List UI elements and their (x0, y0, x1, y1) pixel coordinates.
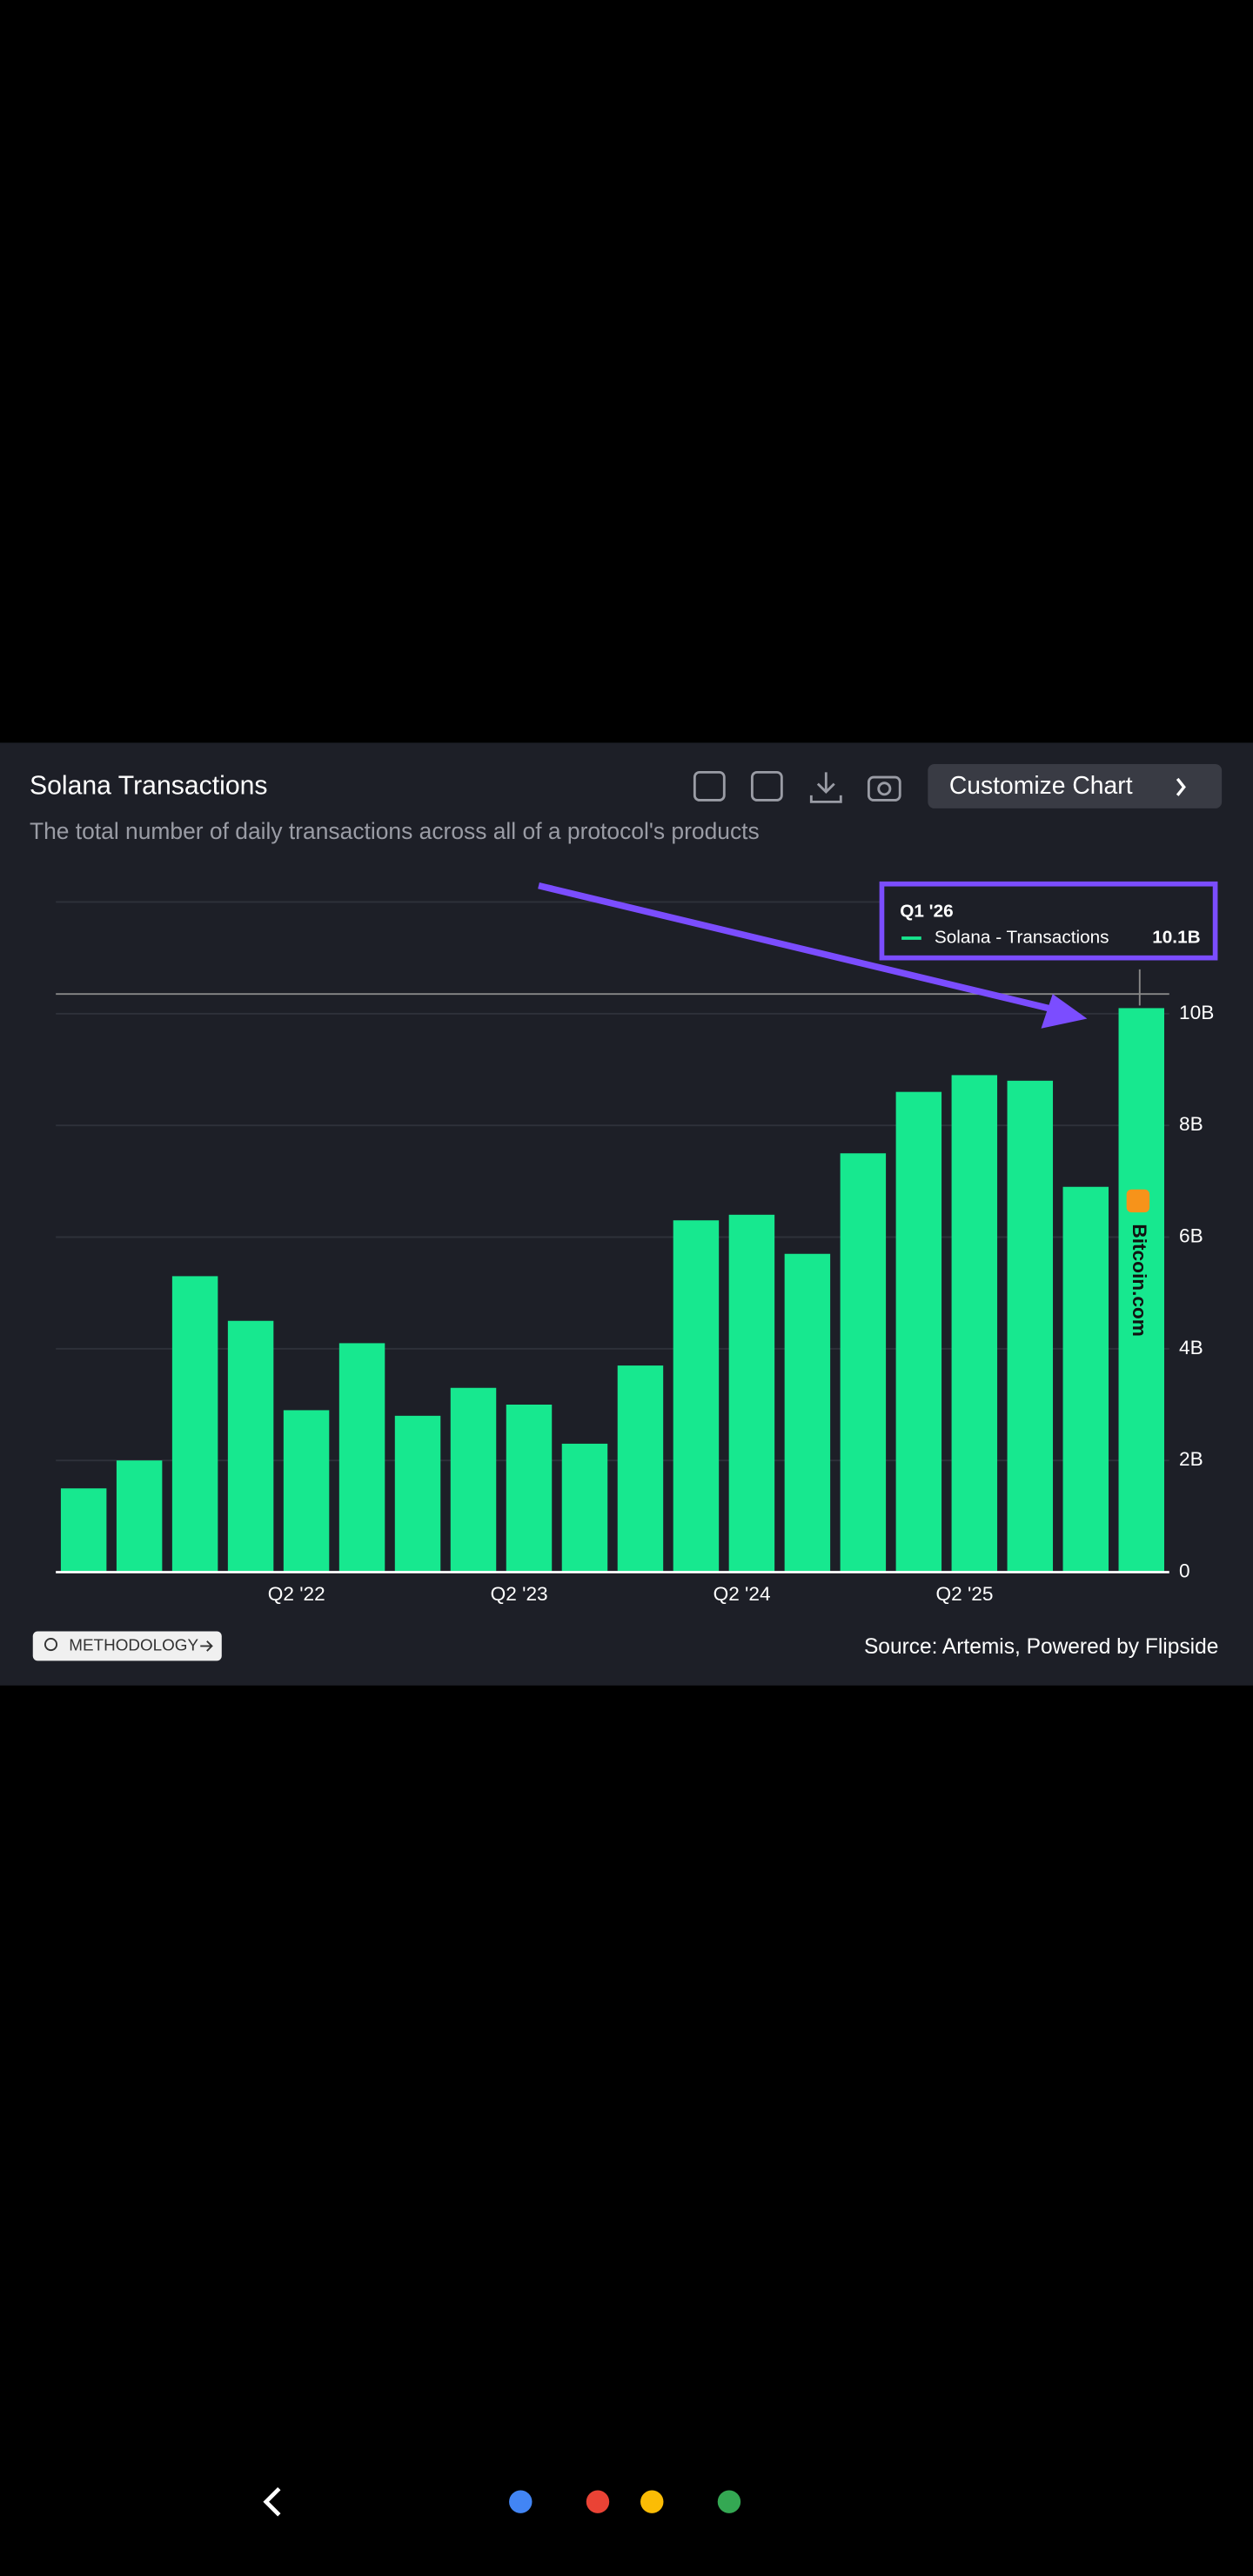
y-tick-label: 10B (1179, 1002, 1214, 1023)
toolbar (693, 770, 901, 803)
nav-dot (509, 2490, 533, 2513)
back-button[interactable] (263, 2486, 281, 2517)
y-tick-label: 6B (1179, 1224, 1203, 1246)
customize-button[interactable] (928, 763, 1223, 808)
bar (1062, 1186, 1109, 1573)
tooltip-series: Solana - Transactions (935, 927, 1109, 947)
chart-title: Solana Transactions (30, 771, 268, 800)
bar (1118, 1008, 1164, 1573)
sum-icon[interactable] (750, 770, 783, 802)
x-tick-label: Q2 '25 (936, 1583, 994, 1605)
camera-icon[interactable] (867, 775, 901, 802)
watermark: Bitcoin.com (1129, 1224, 1150, 1336)
bar (60, 1488, 107, 1573)
arrow-head (1041, 994, 1088, 1029)
bar (617, 1365, 664, 1573)
nav-dot (586, 2490, 610, 2513)
bar (1007, 1080, 1054, 1573)
button-label[interactable]: Customize Chart (949, 771, 1133, 799)
bar (283, 1410, 330, 1573)
bar (840, 1153, 887, 1573)
chevron (1176, 777, 1186, 796)
y-tick-label: 8B (1179, 1113, 1203, 1135)
bar (673, 1220, 720, 1573)
bar (338, 1343, 385, 1573)
watermark-logo (1126, 1189, 1150, 1213)
bar (227, 1320, 274, 1573)
x-tick-label: Q2 '24 (714, 1583, 771, 1605)
tooltip-title: Q1 '26 (900, 901, 953, 921)
methodology-label[interactable]: METHODOLOGY (69, 1635, 198, 1654)
bar (116, 1460, 163, 1573)
nav-dot (640, 2490, 664, 2513)
plot: 0 2B 4B 6B 8B 10B Q2 '22 Q2 '23 Q2 '24 Q2 '25 (56, 901, 1214, 1605)
bar (394, 1415, 441, 1573)
bar (561, 1443, 608, 1573)
bar (728, 1214, 775, 1573)
methodology-button[interactable] (32, 1631, 222, 1661)
bar (171, 1276, 218, 1573)
bar (450, 1387, 497, 1573)
y-tick-label: 0 (1179, 1560, 1190, 1581)
bulb-icon (44, 1637, 58, 1652)
x-tick-label: Q2 '23 (491, 1583, 548, 1605)
tooltip-value: 10.1B (1152, 927, 1200, 947)
source: Source: Artemis, Powered by Flipside (864, 1635, 1218, 1659)
bar (784, 1253, 831, 1573)
bar (506, 1404, 553, 1573)
arrow-icon (200, 1640, 213, 1652)
annotation-arrow (538, 882, 1052, 1012)
nav-dot (717, 2490, 741, 2513)
y-tick-label: 4B (1179, 1337, 1203, 1358)
chart-subtitle: The total number of daily transactions a… (30, 818, 760, 844)
tooltip (879, 881, 1218, 961)
y-tick-label: 2B (1179, 1448, 1203, 1470)
x-tick-label: Q2 '22 (268, 1583, 325, 1605)
embed-icon[interactable] (693, 770, 726, 802)
bar (895, 1091, 942, 1573)
bar (951, 1075, 998, 1573)
download-icon[interactable] (809, 772, 842, 803)
